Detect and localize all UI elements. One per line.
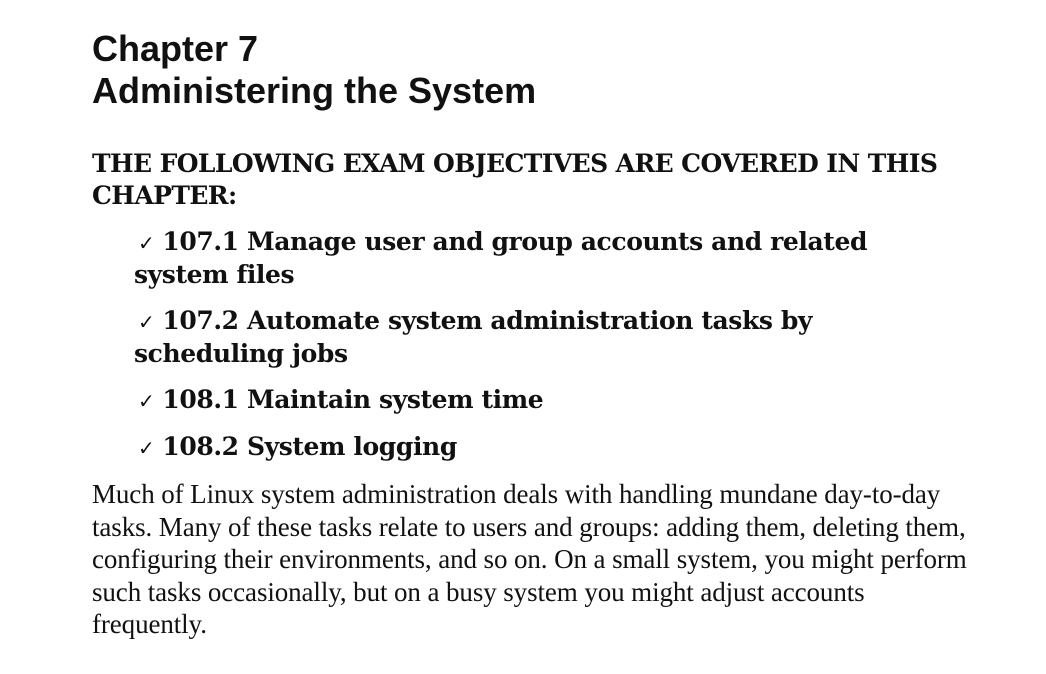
- objective-text: 107.2 Automate system administration tas…: [134, 306, 813, 368]
- objectives-list: ✓ 107.1 Manage user and group accounts an…: [92, 226, 992, 464]
- chapter-title: Administering the System: [92, 70, 537, 111]
- objective-text: 108.1 Maintain system time: [162, 385, 544, 414]
- checkmark-icon: ✓: [138, 436, 155, 460]
- objective-text: 108.2 System logging: [162, 432, 457, 461]
- objective-item: ✓ 107.1 Manage user and group accounts an…: [134, 226, 894, 291]
- checkmark-icon: ✓: [138, 310, 155, 334]
- checkmark-icon: ✓: [138, 389, 155, 413]
- checkmark-icon: ✓: [138, 231, 155, 255]
- objective-item: ✓ 108.1 Maintain system time: [134, 384, 894, 417]
- objectives-heading: THE FOLLOWING EXAM OBJECTIVES ARE COVERE…: [92, 149, 938, 210]
- objective-text: 107.1 Manage user and group accounts and…: [134, 227, 868, 289]
- document-page: Chapter 7 Administering the System THE F…: [92, 28, 992, 641]
- chapter-number: Chapter 7: [92, 28, 259, 69]
- objective-item: ✓ 108.2 System logging: [134, 431, 894, 464]
- body-paragraph: Much of Linux system administration deal…: [92, 479, 967, 639]
- objective-item: ✓ 107.2 Automate system administration ta…: [134, 305, 894, 370]
